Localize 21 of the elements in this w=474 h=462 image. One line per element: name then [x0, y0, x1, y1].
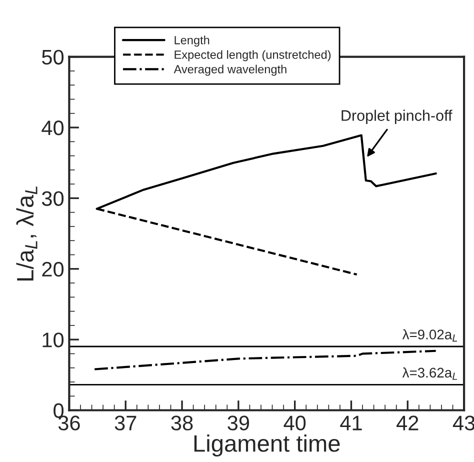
y-tick-label: 40 — [42, 120, 64, 136]
x-tick-label: 40 — [284, 416, 306, 430]
legend-label: Expected length (unstretched) — [174, 50, 331, 62]
x-tick-label: 39 — [228, 416, 250, 430]
x-tick-label: 37 — [114, 416, 136, 430]
ref-line-label: λ=9.02a$_{L}$ — [402, 329, 458, 342]
ref-line-label: λ=3.62a$_{L}$ — [402, 367, 458, 380]
x-tick-label: 42 — [396, 416, 418, 430]
y-tick-label: 20 — [42, 262, 64, 277]
legend-label: Length — [174, 36, 210, 47]
x-tick-label: 38 — [171, 416, 193, 430]
legend-label: Averaged wavelength — [174, 64, 286, 76]
x-tick-label: 41 — [340, 416, 362, 430]
y-axis-title: L/a$_{L}$, λ/a$_{L}$ — [16, 186, 38, 280]
y-tick-label: 0 — [54, 403, 64, 418]
x-tick-label: 36 — [58, 416, 80, 430]
x-axis-title: Ligament time — [194, 434, 340, 457]
y-tick-label: 50 — [42, 50, 64, 65]
y-tick-label: 10 — [42, 332, 64, 348]
annotation: Droplet pinch-off — [342, 110, 452, 124]
y-tick-label: 30 — [42, 191, 64, 206]
